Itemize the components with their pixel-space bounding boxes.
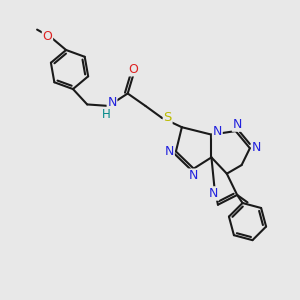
Text: O: O [129, 63, 139, 76]
Text: N: N [232, 118, 242, 131]
Text: N: N [188, 169, 198, 182]
Text: H: H [102, 108, 111, 121]
Text: N: N [165, 145, 174, 158]
Text: N: N [107, 97, 117, 110]
Text: N: N [252, 141, 261, 154]
Text: N: N [213, 125, 222, 138]
Text: O: O [43, 30, 52, 43]
Text: S: S [164, 111, 172, 124]
Text: N: N [209, 187, 218, 200]
